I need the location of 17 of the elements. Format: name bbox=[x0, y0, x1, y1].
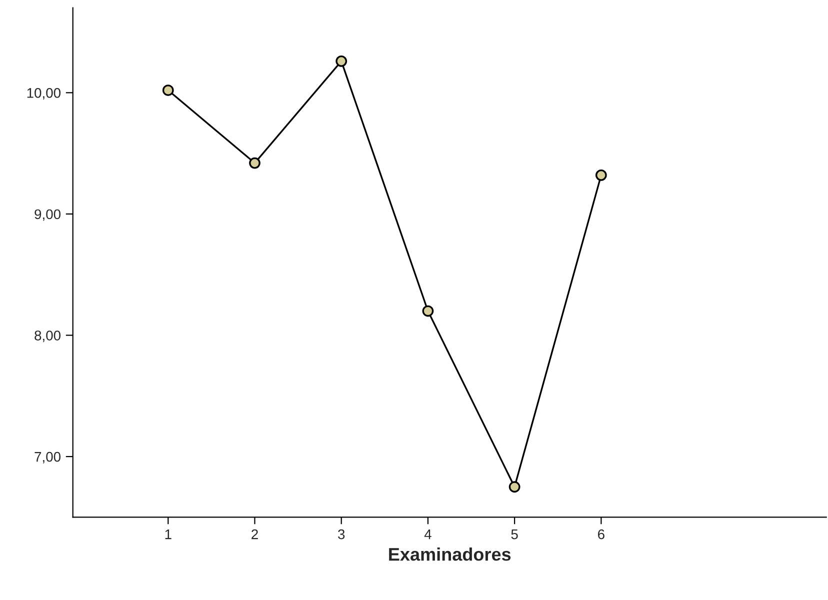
x-tick-label: 2 bbox=[252, 529, 258, 540]
x-tick-label: 6 bbox=[598, 529, 604, 540]
x-tick-label: 4 bbox=[424, 530, 432, 540]
y-tick-label: 7,00 bbox=[34, 452, 61, 464]
point bbox=[336, 55, 348, 67]
x-tick-label: 5 bbox=[511, 530, 518, 540]
x-tick-label: 1 bbox=[165, 530, 172, 540]
x-axis-title: Examinadores bbox=[389, 548, 511, 561]
y-tick-label: 8,00 bbox=[34, 330, 61, 342]
point bbox=[595, 169, 607, 181]
point bbox=[249, 157, 260, 169]
y-tick-label: 10,00 bbox=[27, 88, 61, 100]
y-tick-label: 9,00 bbox=[34, 209, 61, 221]
x-tick-label: 3 bbox=[338, 529, 345, 540]
point bbox=[422, 305, 434, 317]
point bbox=[162, 84, 174, 96]
point bbox=[508, 481, 520, 493]
